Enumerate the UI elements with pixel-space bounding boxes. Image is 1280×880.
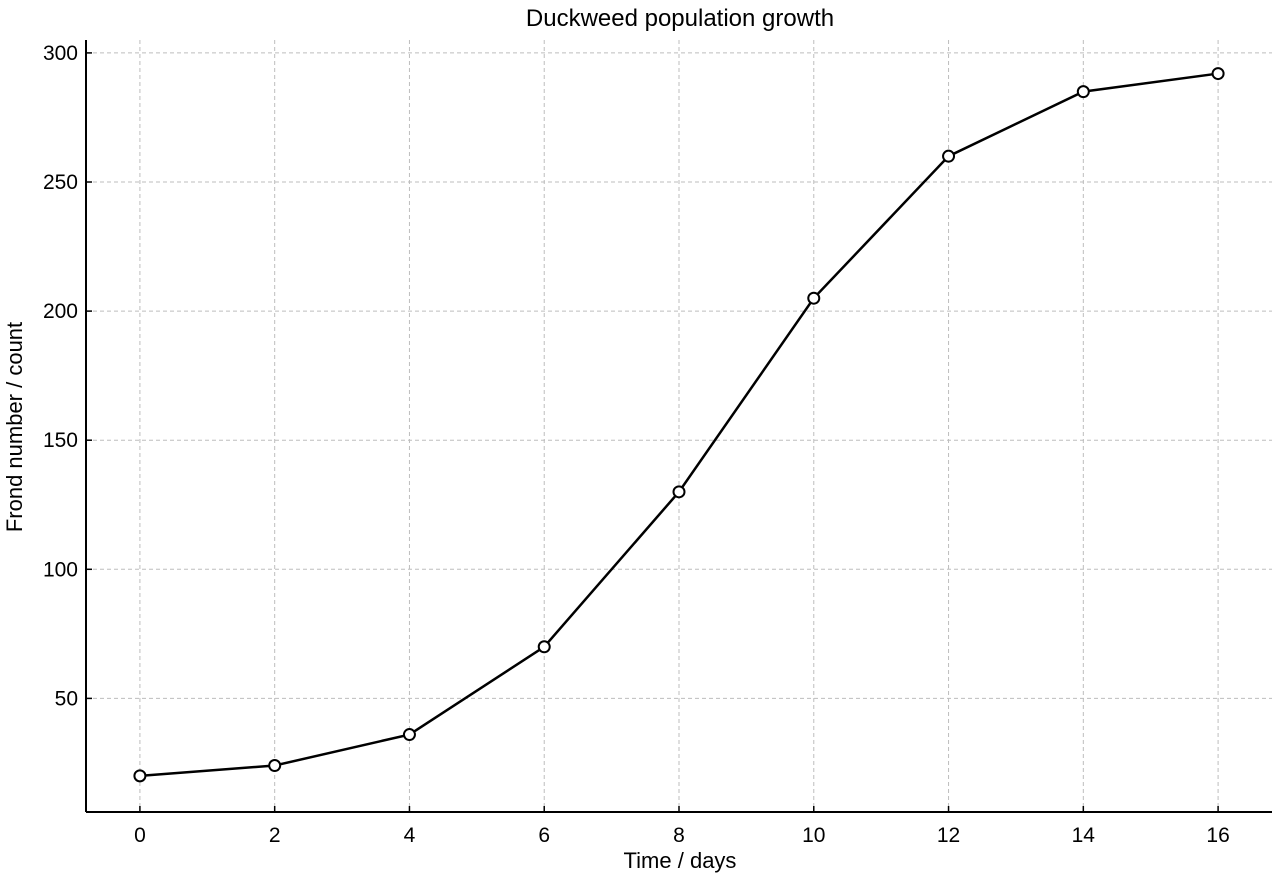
data-point bbox=[133, 769, 147, 783]
y-axis-label: Frond number / count bbox=[2, 322, 27, 532]
data-point bbox=[1076, 85, 1090, 99]
chart-title: Duckweed population growth bbox=[526, 5, 834, 32]
y-tick-label: 250 bbox=[43, 171, 78, 194]
x-tick-label: 12 bbox=[937, 824, 960, 847]
y-tick-label: 300 bbox=[43, 42, 78, 65]
data-point bbox=[1211, 67, 1225, 81]
y-tick-label: 200 bbox=[43, 300, 78, 323]
x-tick-label: 6 bbox=[538, 824, 550, 847]
x-tick-label: 0 bbox=[134, 824, 146, 847]
data-points bbox=[133, 67, 1225, 783]
x-tick-label: 10 bbox=[802, 824, 825, 847]
x-tick-label: 16 bbox=[1206, 824, 1229, 847]
grid bbox=[86, 40, 1272, 812]
x-tick-label: 8 bbox=[673, 824, 685, 847]
x-tick-label: 2 bbox=[269, 824, 281, 847]
data-point bbox=[402, 728, 416, 742]
y-tick-label: 150 bbox=[43, 429, 78, 452]
data-point bbox=[672, 485, 686, 499]
y-tick-label: 50 bbox=[55, 687, 78, 710]
data-point bbox=[537, 640, 551, 654]
data-point bbox=[268, 759, 282, 773]
x-axis-label: Time / days bbox=[624, 848, 737, 873]
tick-labels: 0 2 4 6 8 10 12 14 16 50 100 150 200 250 300 bbox=[43, 42, 1230, 847]
data-point bbox=[807, 291, 821, 305]
data-point bbox=[942, 149, 956, 163]
x-tick-label: 14 bbox=[1072, 824, 1096, 847]
x-tick-label: 4 bbox=[404, 824, 416, 847]
y-tick-label: 100 bbox=[43, 558, 78, 581]
tick-marks bbox=[86, 52, 1219, 812]
